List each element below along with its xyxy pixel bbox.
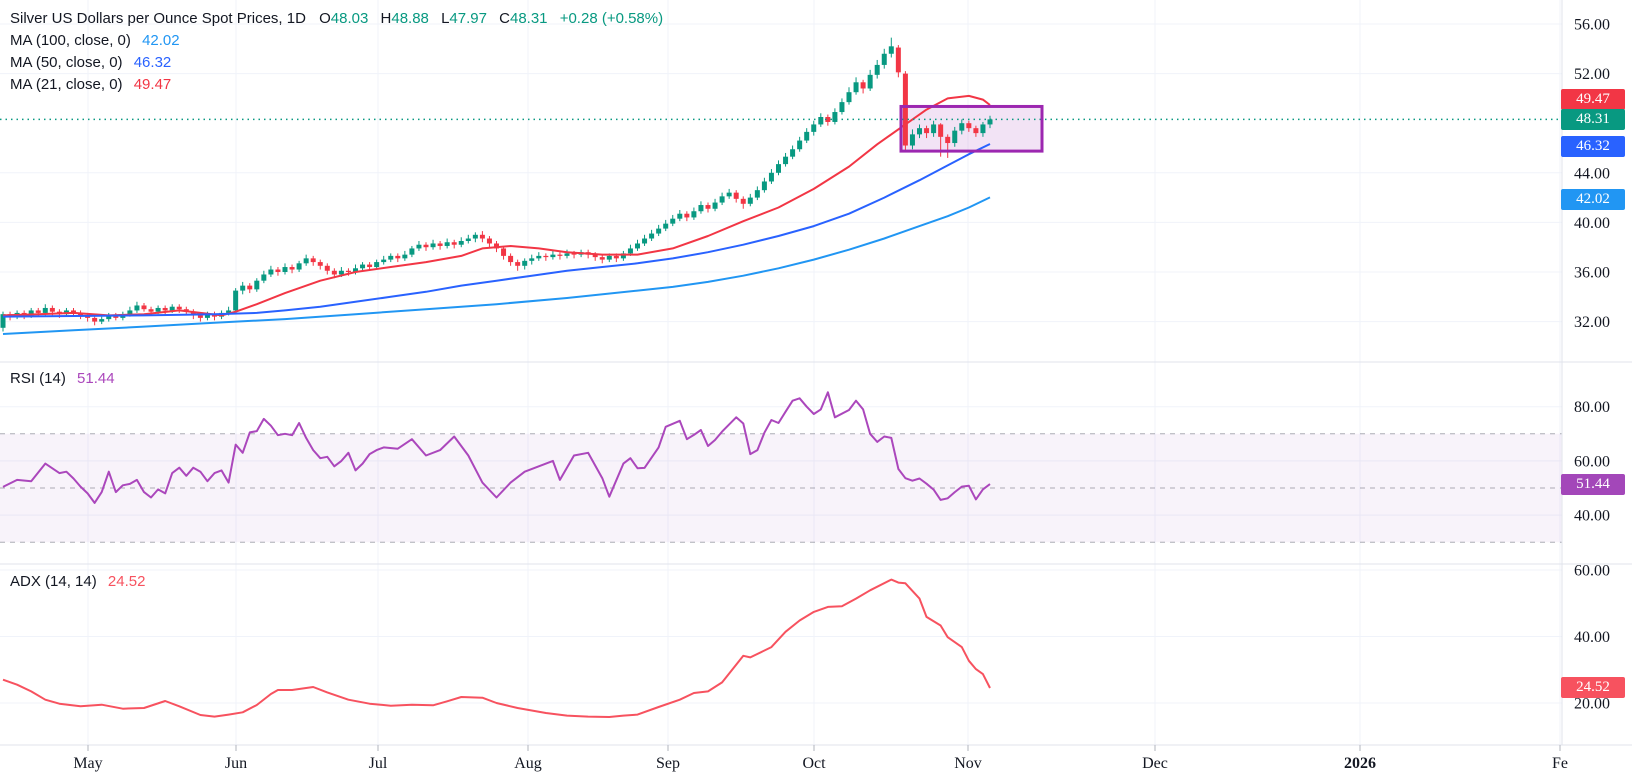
rsi-value-badge[interactable]: 51.44	[1561, 473, 1625, 495]
open-value: 48.03	[330, 10, 369, 27]
time-axis-label[interactable]: 2026	[1344, 755, 1376, 772]
ma50-price-badge[interactable]: 46.32	[1561, 135, 1625, 157]
ma100-price-badge[interactable]: 42.02	[1561, 188, 1625, 210]
ma100-legend-row[interactable]: MA (100, close, 0) 42.02	[10, 30, 663, 52]
change-value: +0.28 (+0.58%)	[559, 10, 664, 27]
ma50-label: MA (50, close, 0)	[10, 54, 123, 71]
rsi-pane-group	[0, 433, 1562, 543]
ma100-label: MA (100, close, 0)	[10, 32, 131, 49]
rsi-axis-label[interactable]: 80.00	[1574, 399, 1610, 416]
price-axis-label[interactable]: 40.00	[1574, 215, 1610, 232]
price-axis-label[interactable]: 32.00	[1574, 314, 1610, 331]
ma21-label: MA (21, close, 0)	[10, 76, 123, 93]
ma50-legend-row[interactable]: MA (50, close, 0) 46.32	[10, 52, 663, 74]
high-value: 48.88	[391, 10, 429, 27]
rsi-axis-label[interactable]: 40.00	[1574, 508, 1610, 525]
time-axis-label[interactable]: Fe	[1552, 755, 1568, 772]
time-axis-label[interactable]: Sep	[656, 755, 680, 772]
adx-line[interactable]	[2, 578, 991, 718]
close-label: C	[499, 10, 510, 27]
last-price-badge[interactable]: 48.31	[1561, 108, 1625, 130]
time-axis-labels: May Jun Jul Aug Sep Oct Nov Dec 2026 Fe	[73, 745, 1568, 772]
rsi-pane[interactable]	[0, 362, 1562, 564]
adx-label: ADX (14, 14)	[10, 573, 97, 590]
time-axis-label[interactable]: May	[73, 755, 102, 772]
symbol-title[interactable]: Silver US Dollars per Ounce Spot Prices,…	[10, 10, 306, 27]
open-label: O	[319, 10, 331, 27]
ma-21-line[interactable]	[2, 94, 991, 317]
high-label: H	[380, 10, 392, 27]
rsi-legend-row[interactable]: RSI (14) 51.44	[10, 368, 115, 390]
price-axis-label[interactable]: 56.00	[1574, 17, 1610, 34]
ma21-price-badge[interactable]: 49.47	[1561, 88, 1625, 110]
price-axis-label[interactable]: 44.00	[1574, 165, 1610, 182]
symbol-row[interactable]: Silver US Dollars per Ounce Spot Prices,…	[10, 8, 663, 30]
main-chart-legend: Silver US Dollars per Ounce Spot Prices,…	[10, 8, 663, 96]
ma50-value: 46.32	[133, 54, 172, 71]
time-axis-label[interactable]: Dec	[1142, 755, 1168, 772]
rsi-value: 51.44	[77, 370, 115, 387]
time-axis-label[interactable]: Jun	[225, 755, 247, 772]
close-value: 48.31	[509, 10, 548, 27]
time-axis-label[interactable]: Jul	[369, 755, 388, 772]
adx-axis-label[interactable]: 60.00	[1574, 563, 1610, 580]
rsi-line[interactable]	[2, 391, 991, 504]
low-label: L	[441, 10, 450, 27]
ma-50-line[interactable]	[2, 143, 991, 318]
adx-legend-row[interactable]: ADX (14, 14) 24.52	[10, 571, 145, 593]
ma100-value: 42.02	[142, 32, 180, 49]
adx-value-badge[interactable]: 24.52	[1561, 676, 1625, 698]
time-axis-label[interactable]: Aug	[514, 755, 542, 772]
price-axis-label[interactable]: 52.00	[1574, 66, 1610, 83]
time-axis-label[interactable]: Oct	[802, 755, 826, 772]
highlight-box[interactable]	[899, 104, 1044, 153]
rsi-label: RSI (14)	[10, 370, 66, 387]
ma-100-line[interactable]	[2, 196, 991, 335]
low-value: 47.97	[449, 10, 487, 27]
adx-axis-label[interactable]: 40.00	[1574, 629, 1610, 646]
adx-axis-label[interactable]: 20.00	[1574, 696, 1610, 713]
adx-value: 24.52	[107, 573, 146, 590]
price-axis-labels: 56.00 52.00 44.00 40.00 36.00 32.00 80.00 60.00…	[1574, 17, 1610, 713]
time-axis[interactable]	[0, 745, 1632, 783]
ma21-value: 49.47	[133, 76, 172, 93]
price-axis-label[interactable]: 36.00	[1574, 265, 1610, 282]
rsi-axis-label[interactable]: 60.00	[1574, 453, 1610, 470]
ma21-legend-row[interactable]: MA (21, close, 0) 49.47	[10, 74, 663, 96]
time-axis-label[interactable]: Nov	[954, 755, 982, 772]
adx-pane[interactable]	[0, 564, 1562, 745]
